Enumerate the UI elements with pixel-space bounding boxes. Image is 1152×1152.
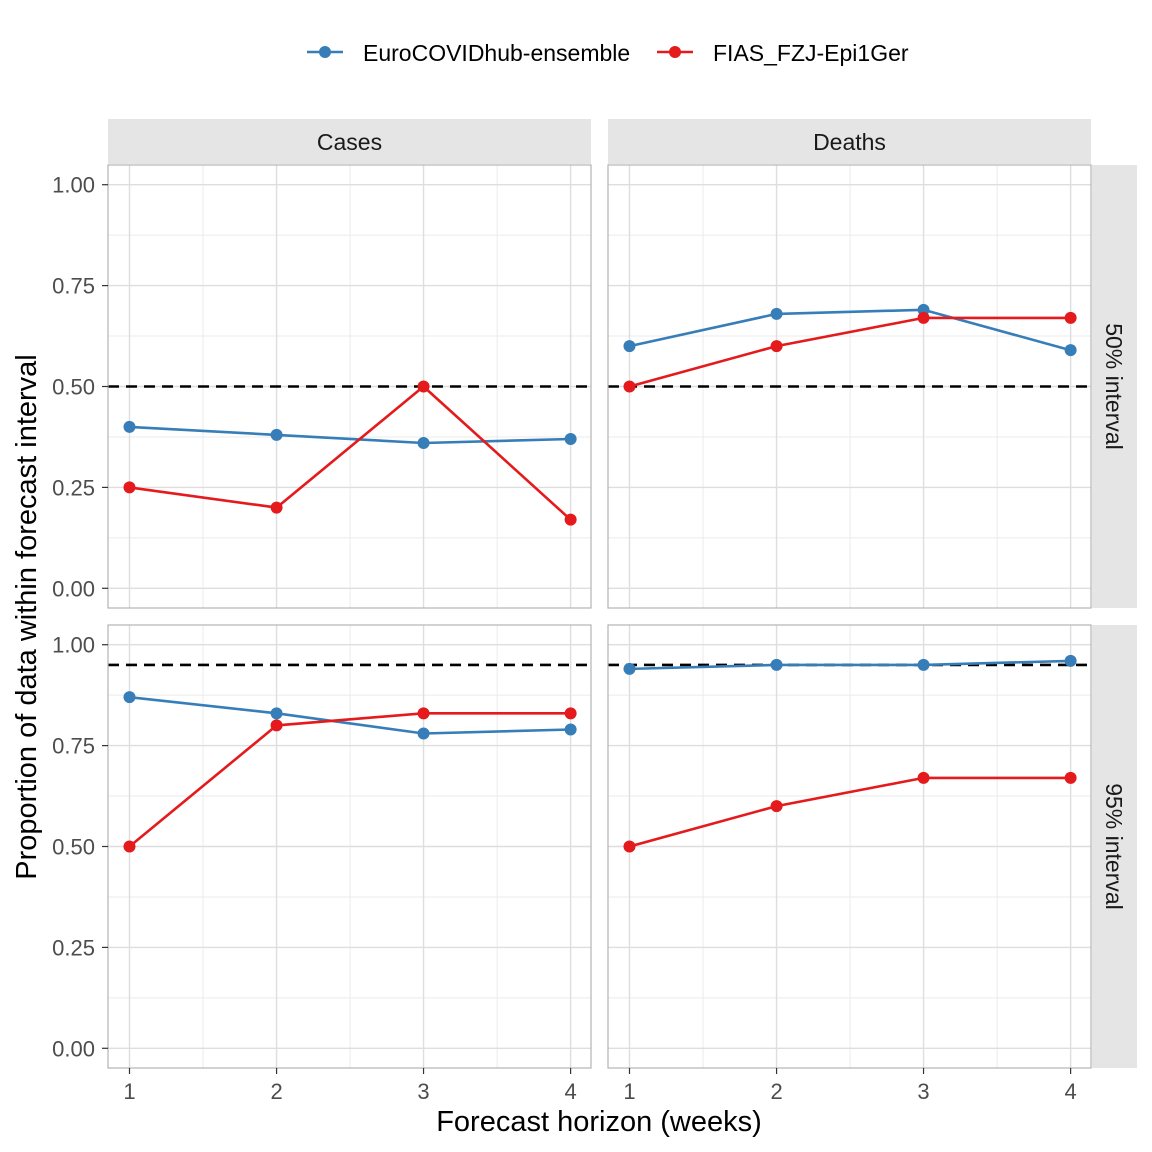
facet-strip-0	[108, 119, 591, 164]
y-tick-label: 1.00	[52, 633, 95, 658]
data-point	[917, 771, 930, 784]
row-strip-0	[1092, 165, 1137, 608]
data-point	[270, 428, 283, 441]
data-point	[417, 380, 430, 393]
data-point	[917, 311, 930, 324]
data-point	[270, 719, 283, 732]
y-tick-label: 0.25	[52, 475, 95, 500]
y-tick-label: 1.00	[52, 173, 95, 198]
x-tick-label: 2	[270, 1079, 282, 1104]
legend: EuroCOVIDhub-ensemble FIAS_FZJ-Epi1Ger	[307, 40, 909, 66]
data-point	[623, 662, 636, 675]
row-label-1: 95% interval	[1101, 783, 1127, 910]
y-tick-label: 0.75	[52, 734, 95, 759]
data-point	[123, 481, 136, 494]
y-tick-label: 0.25	[52, 935, 95, 960]
legend-marker-1	[669, 46, 681, 58]
data-point	[623, 840, 636, 853]
series-line-1	[129, 384, 572, 521]
x-tick-label: 1	[123, 1079, 135, 1104]
x-tick-label: 1	[623, 1079, 635, 1104]
data-point	[1064, 771, 1077, 784]
series-line-1	[128, 711, 571, 848]
y-tick-label: 0.00	[52, 1036, 95, 1061]
data-point	[564, 432, 577, 445]
panel-border	[607, 624, 1092, 1069]
series-line-1	[629, 316, 1071, 388]
data-point	[1064, 654, 1077, 667]
data-point	[623, 380, 636, 393]
facet-panels: Cases Deaths 50% interval 95% interval	[107, 119, 1137, 1069]
data-point	[770, 658, 783, 671]
data-point	[770, 307, 783, 320]
data-point	[123, 840, 136, 853]
data-point	[564, 707, 577, 720]
data-point	[917, 658, 930, 671]
series-line-0	[129, 695, 571, 735]
row-strip-1	[1092, 625, 1137, 1068]
facet-label-0: Cases	[317, 129, 382, 155]
y-tick-label: 0.00	[52, 576, 95, 601]
data-point	[417, 437, 430, 450]
legend-label-1: FIAS_FZJ-Epi1Ger	[713, 40, 909, 66]
x-axis-ticks: 1 2 3 4 1 2 3 4	[123, 1068, 1077, 1104]
x-axis-title: Forecast horizon (weeks)	[436, 1106, 762, 1138]
y-tick-label: 0.50	[52, 375, 95, 400]
y-tick-label: 0.50	[52, 835, 95, 860]
x-tick-label: 3	[417, 1079, 429, 1104]
series-line-1	[629, 776, 1071, 848]
data-point	[564, 513, 577, 526]
data-point	[123, 420, 136, 433]
y-axis-title: Proportion of data within forecast inter…	[11, 354, 43, 880]
row-label-0: 50% interval	[1101, 323, 1127, 450]
data-point	[1064, 311, 1077, 324]
series-line-0	[629, 308, 1071, 352]
x-tick-label: 4	[1064, 1079, 1076, 1104]
data-point	[1064, 344, 1077, 357]
y-axis-ticks: 0.00 0.25 0.50 0.75 1.00 0.00 0.25 0.50 0.75 1.00	[52, 173, 108, 1061]
x-tick-label: 3	[917, 1079, 929, 1104]
data-point	[417, 727, 430, 740]
series-line-0	[129, 425, 571, 445]
data-point	[270, 501, 283, 514]
y-tick-label: 0.75	[52, 274, 95, 299]
data-point	[564, 723, 577, 736]
data-point	[123, 691, 136, 704]
legend-marker-0	[319, 46, 331, 58]
facet-strip-1	[608, 119, 1091, 164]
x-tick-label: 4	[564, 1079, 576, 1104]
panel-2	[107, 624, 592, 1069]
panel-border	[607, 164, 1092, 609]
data-point	[417, 707, 430, 720]
data-point	[770, 800, 783, 813]
panel-0	[107, 164, 592, 609]
x-tick-label: 2	[770, 1079, 782, 1104]
panel-1	[607, 164, 1092, 609]
data-point	[270, 707, 283, 720]
data-point	[770, 340, 783, 353]
panel-3	[607, 624, 1092, 1069]
facet-label-1: Deaths	[813, 129, 886, 155]
series-line-0	[629, 659, 1071, 671]
legend-label-0: EuroCOVIDhub-ensemble	[363, 40, 630, 66]
data-point	[623, 340, 636, 353]
